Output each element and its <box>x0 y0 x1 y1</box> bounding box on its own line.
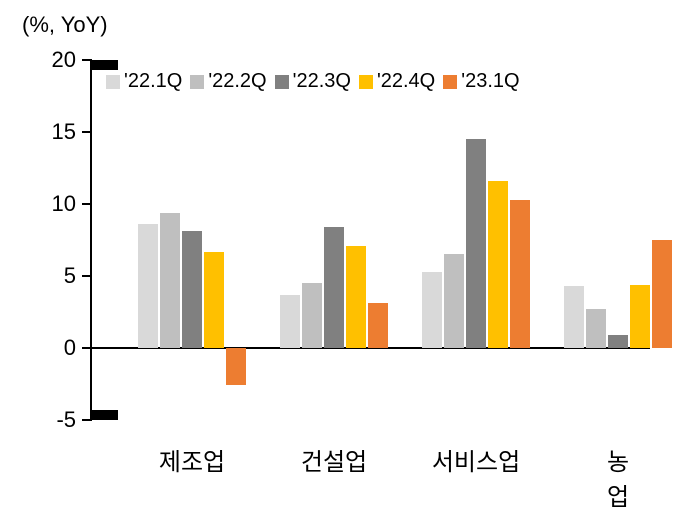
legend-item: '22.3Q <box>275 70 351 93</box>
bar <box>138 224 158 348</box>
y-tick-label: 0 <box>26 335 76 361</box>
bar <box>488 181 508 348</box>
bar <box>510 200 530 348</box>
legend-item: '22.1Q <box>106 70 182 93</box>
bar <box>368 303 388 348</box>
bar <box>652 240 672 348</box>
bar <box>586 309 606 348</box>
x-category-label: 농업 <box>602 442 634 512</box>
bar <box>422 272 442 348</box>
bars-layer <box>90 60 650 420</box>
y-tick-label: 5 <box>26 263 76 289</box>
bar <box>226 348 246 385</box>
bar <box>630 285 650 348</box>
legend-label: '22.2Q <box>208 70 266 93</box>
bar <box>324 227 344 348</box>
legend-swatch <box>190 75 204 89</box>
legend: '22.1Q '22.2Q '22.3Q '22.4Q '23.1Q <box>106 70 528 94</box>
y-tick-label: 10 <box>26 191 76 217</box>
x-category-label: 서비스업 <box>432 442 520 477</box>
bar <box>182 231 202 348</box>
legend-item: '23.1Q <box>443 70 519 93</box>
x-category-label: 건설업 <box>301 442 367 477</box>
legend-label: '23.1Q <box>461 70 519 93</box>
legend-label: '22.1Q <box>124 70 182 93</box>
bar <box>608 335 628 348</box>
legend-label: '22.4Q <box>377 70 435 93</box>
y-axis-title: (%, YoY) <box>22 12 108 38</box>
bar <box>466 139 486 348</box>
bar <box>302 283 322 348</box>
chart-container: (%, YoY) -505101520 제조업건설업서비스업농업 '22.1Q'… <box>0 0 689 503</box>
legend-swatch <box>359 75 373 89</box>
bar <box>280 295 300 348</box>
y-tick-label: -5 <box>26 407 76 433</box>
bar <box>346 246 366 348</box>
bar <box>204 252 224 348</box>
bar <box>160 213 180 348</box>
y-tick-label: 20 <box>26 47 76 73</box>
bar <box>444 254 464 348</box>
legend-item: '22.2Q <box>190 70 266 93</box>
plot-area: -505101520 제조업건설업서비스업농업 <box>90 60 650 420</box>
legend-swatch <box>106 75 120 89</box>
legend-swatch <box>443 75 457 89</box>
legend-label: '22.3Q <box>293 70 351 93</box>
bar <box>564 286 584 348</box>
x-category-label: 제조업 <box>159 442 225 477</box>
y-tick-label: 15 <box>26 119 76 145</box>
legend-item: '22.4Q <box>359 70 435 93</box>
legend-swatch <box>275 75 289 89</box>
